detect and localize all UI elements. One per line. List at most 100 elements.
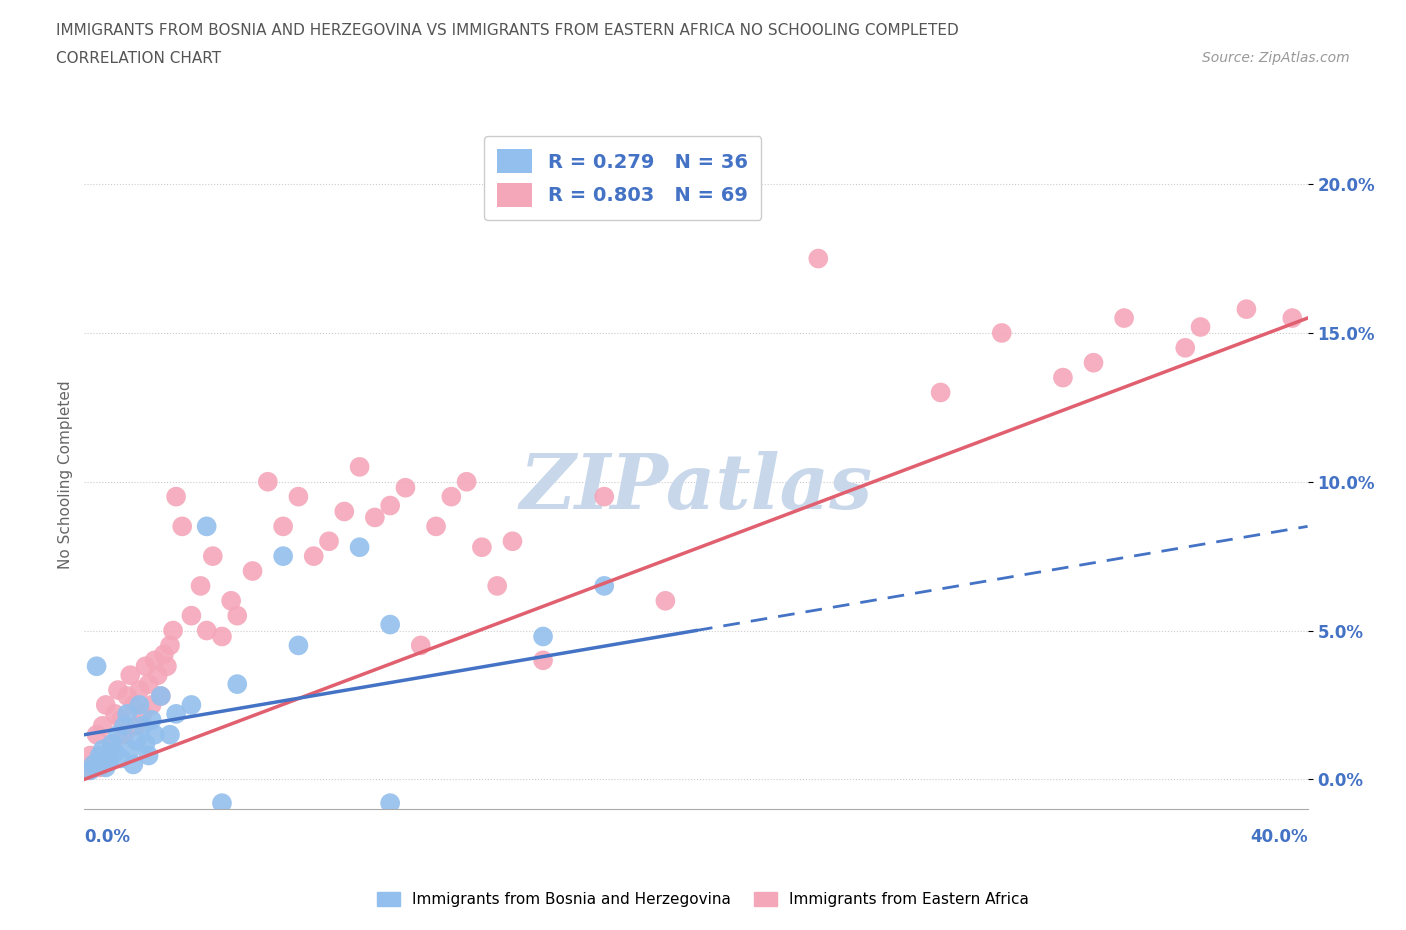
Point [287, 489, 309, 504]
Point [97, 748, 120, 763]
Point [1052, 370, 1074, 385]
Point [531, 653, 554, 668]
Point [456, 474, 478, 489]
Point [131, 718, 153, 733]
Point [1234, 301, 1257, 316]
Legend: Immigrants from Bosnia and Herzegovina, Immigrants from Eastern Africa: Immigrants from Bosnia and Herzegovina, … [371, 885, 1035, 913]
Point [271, 549, 294, 564]
Point [115, 707, 138, 722]
Point [226, 677, 249, 692]
Point [211, 796, 233, 811]
Point [86, 658, 108, 673]
Text: CORRELATION CHART: CORRELATION CHART [56, 51, 221, 66]
Text: IMMIGRANTS FROM BOSNIA AND HERZEGOVINA VS IMMIGRANTS FROM EASTERN AFRICA NO SCHO: IMMIGRANTS FROM BOSNIA AND HERZEGOVINA V… [56, 23, 959, 38]
Point [440, 489, 463, 504]
Point [380, 796, 402, 811]
Point [128, 698, 150, 712]
Point [349, 539, 371, 554]
Point [91, 742, 114, 757]
Point [149, 688, 172, 703]
Point [195, 623, 218, 638]
Point [159, 638, 181, 653]
Point [180, 698, 202, 712]
Point [654, 593, 676, 608]
Text: 40.0%: 40.0% [1250, 828, 1308, 845]
Point [486, 578, 509, 593]
Point [593, 489, 616, 504]
Point [122, 757, 145, 772]
Point [135, 737, 157, 751]
Point [1189, 320, 1212, 335]
Point [333, 504, 356, 519]
Text: ZIPatlas: ZIPatlas [519, 451, 873, 525]
Point [89, 748, 111, 763]
Point [97, 754, 120, 769]
Point [131, 707, 153, 722]
Y-axis label: No Schooling Completed: No Schooling Completed [58, 380, 73, 568]
Point [201, 549, 224, 564]
Point [94, 760, 117, 775]
Point [380, 618, 402, 632]
Point [165, 489, 187, 504]
Point [104, 707, 127, 722]
Point [180, 608, 202, 623]
Point [226, 608, 249, 623]
Point [364, 510, 387, 525]
Point [107, 727, 129, 742]
Point [120, 668, 142, 683]
Point [146, 668, 169, 683]
Point [79, 763, 101, 777]
Point [349, 459, 371, 474]
Point [94, 698, 117, 712]
Point [115, 688, 138, 703]
Point [120, 742, 142, 757]
Point [91, 718, 114, 733]
Point [101, 737, 124, 751]
Point [104, 745, 127, 760]
Point [138, 748, 160, 763]
Point [257, 474, 280, 489]
Point [112, 727, 135, 742]
Point [112, 718, 135, 733]
Point [138, 677, 160, 692]
Point [159, 727, 181, 742]
Point [1281, 311, 1303, 325]
Point [271, 519, 294, 534]
Point [153, 647, 176, 662]
Point [86, 727, 108, 742]
Point [425, 519, 447, 534]
Point [122, 698, 145, 712]
Text: Source: ZipAtlas.com: Source: ZipAtlas.com [1202, 51, 1350, 65]
Point [110, 712, 132, 727]
Point [929, 385, 952, 400]
Point [125, 733, 148, 748]
Point [531, 629, 554, 644]
Point [211, 629, 233, 644]
Point [1083, 355, 1105, 370]
Point [156, 658, 179, 673]
Point [380, 498, 402, 513]
Point [143, 727, 166, 742]
Point [990, 326, 1012, 340]
Point [501, 534, 523, 549]
Point [89, 760, 111, 775]
Point [149, 688, 172, 703]
Point [135, 658, 157, 673]
Point [110, 751, 132, 766]
Point [1174, 340, 1197, 355]
Point [172, 519, 194, 534]
Point [219, 593, 242, 608]
Point [141, 712, 163, 727]
Point [141, 698, 163, 712]
Point [242, 564, 264, 578]
Point [83, 757, 105, 772]
Point [394, 480, 416, 495]
Point [190, 578, 212, 593]
Point [165, 707, 187, 722]
Point [1114, 311, 1136, 325]
Legend: R = 0.279   N = 36, R = 0.803   N = 69: R = 0.279 N = 36, R = 0.803 N = 69 [484, 136, 762, 220]
Point [409, 638, 432, 653]
Point [471, 539, 494, 554]
Point [593, 578, 616, 593]
Point [125, 718, 148, 733]
